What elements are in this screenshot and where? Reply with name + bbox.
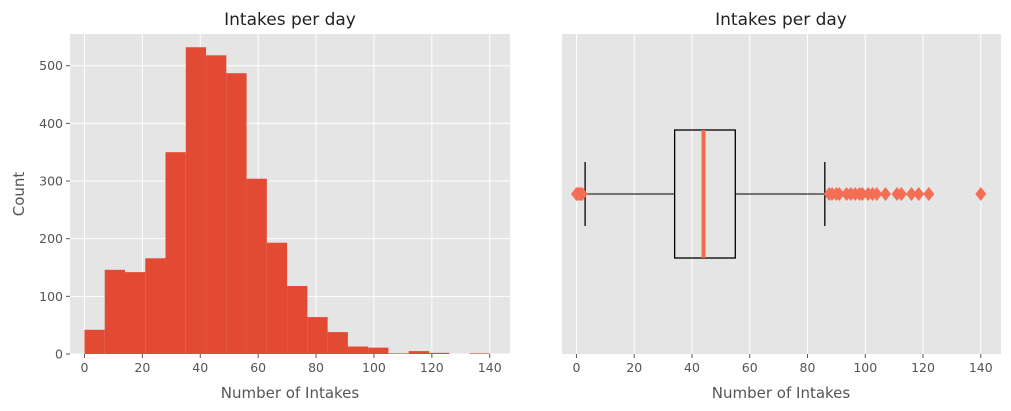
histogram-bar xyxy=(266,242,288,354)
boxplot-flier xyxy=(913,187,925,201)
boxplot-x-ticks: 0 20 40 60 80 100 120 140 xyxy=(572,354,993,375)
boxplot-flier xyxy=(856,187,868,201)
boxplot-x-tick-label: 0 xyxy=(572,360,580,375)
histogram-x-tick-label: 0 xyxy=(80,360,88,375)
boxplot-x-tick-label: 60 xyxy=(742,360,758,375)
histogram-x-tick-label: 80 xyxy=(308,360,324,375)
histogram-x-axis-label: Number of Intakes xyxy=(221,384,360,402)
histogram-bar xyxy=(206,55,227,354)
boxplot-x-tick-label: 40 xyxy=(684,360,700,375)
boxplot-x-axis-label: Number of Intakes xyxy=(712,384,851,402)
histogram-bar xyxy=(428,352,450,354)
histogram-bar xyxy=(104,269,125,354)
boxplot-marks xyxy=(570,129,987,259)
histogram-y-tick-label: 300 xyxy=(39,174,63,189)
boxplot-flier xyxy=(879,187,891,201)
boxplot-x-tick-label: 80 xyxy=(800,360,816,375)
histogram-bar xyxy=(165,152,186,354)
histogram-bar xyxy=(246,178,267,354)
boxplot-x-tick-label: 100 xyxy=(853,360,877,375)
histogram-x-tick-label: 140 xyxy=(478,360,502,375)
histogram-bar xyxy=(368,347,389,354)
boxplot-panel: 0 20 40 60 80 100 120 140 Intakes per day Numbe… xyxy=(562,10,1001,402)
boxplot-title: Intakes per day xyxy=(715,10,847,30)
boxplot-flier xyxy=(905,187,917,201)
histogram-y-tick-label: 400 xyxy=(39,116,63,131)
histogram-x-tick-label: 100 xyxy=(362,360,386,375)
histogram-x-tick-label: 40 xyxy=(192,360,208,375)
histogram-bar xyxy=(327,332,348,354)
histogram-bar xyxy=(287,285,308,354)
histogram-bar xyxy=(469,353,490,354)
boxplot-x-tick-label: 120 xyxy=(911,360,935,375)
histogram-x-ticks: 0 20 40 60 80 100 120 140 xyxy=(80,354,502,375)
histogram-bar xyxy=(84,329,105,354)
histogram-bar xyxy=(145,258,166,354)
histogram-y-tick-label: 100 xyxy=(39,289,63,304)
histogram-bars xyxy=(84,47,490,354)
histogram-bar xyxy=(185,47,207,354)
histogram-bar xyxy=(388,353,409,354)
histogram-panel: 0 20 40 60 80 100 120 140 0 100 200 300 400 500 Inta… xyxy=(10,10,510,402)
histogram-x-tick-label: 20 xyxy=(134,360,150,375)
histogram-x-tick-label: 120 xyxy=(420,360,444,375)
boxplot-flier xyxy=(576,187,588,201)
histogram-bar xyxy=(226,73,247,354)
histogram-bar xyxy=(125,272,146,354)
boxplot-flier xyxy=(895,187,907,201)
histogram-title: Intakes per day xyxy=(224,10,356,30)
boxplot-flier xyxy=(871,187,883,201)
histogram-bar xyxy=(307,317,328,354)
boxplot-flier xyxy=(975,187,987,201)
boxplot-flier xyxy=(833,187,845,201)
histogram-bar xyxy=(347,346,369,354)
histogram-y-tick-label: 0 xyxy=(55,347,63,362)
histogram-y-tick-label: 200 xyxy=(39,231,63,246)
boxplot-x-tick-label: 140 xyxy=(969,360,993,375)
boxplot-flier xyxy=(923,187,935,201)
boxplot-x-tick-label: 20 xyxy=(626,360,642,375)
histogram-y-tick-label: 500 xyxy=(39,58,63,73)
histogram-y-axis-label: Count xyxy=(10,172,28,217)
histogram-y-ticks: 0 100 200 300 400 500 xyxy=(39,58,70,362)
histogram-x-tick-label: 60 xyxy=(250,360,266,375)
histogram-bar xyxy=(408,351,429,354)
